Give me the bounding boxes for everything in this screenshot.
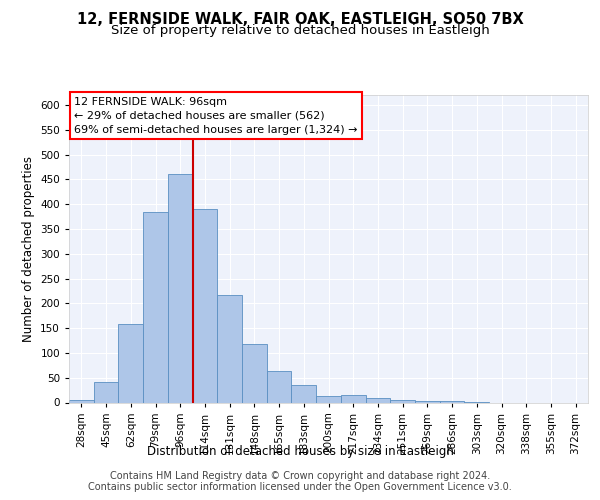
Bar bbox=[242, 344, 267, 403]
Bar bbox=[118, 324, 143, 402]
Bar bbox=[267, 372, 292, 402]
Text: 12 FERNSIDE WALK: 96sqm
← 29% of detached houses are smaller (562)
69% of semi-d: 12 FERNSIDE WALK: 96sqm ← 29% of detache… bbox=[74, 96, 358, 134]
Bar bbox=[415, 400, 440, 402]
Y-axis label: Number of detached properties: Number of detached properties bbox=[22, 156, 35, 342]
Text: 12, FERNSIDE WALK, FAIR OAK, EASTLEIGH, SO50 7BX: 12, FERNSIDE WALK, FAIR OAK, EASTLEIGH, … bbox=[77, 12, 523, 28]
Bar bbox=[94, 382, 118, 402]
Bar bbox=[390, 400, 415, 402]
Bar bbox=[193, 209, 217, 402]
Bar bbox=[341, 395, 365, 402]
Bar bbox=[217, 296, 242, 403]
Bar bbox=[143, 212, 168, 402]
Bar bbox=[440, 400, 464, 402]
Text: Size of property relative to detached houses in Eastleigh: Size of property relative to detached ho… bbox=[110, 24, 490, 37]
Bar bbox=[365, 398, 390, 402]
Text: Contains HM Land Registry data © Crown copyright and database right 2024.: Contains HM Land Registry data © Crown c… bbox=[110, 471, 490, 481]
Text: Distribution of detached houses by size in Eastleigh: Distribution of detached houses by size … bbox=[146, 444, 454, 458]
Bar bbox=[69, 400, 94, 402]
Bar bbox=[292, 385, 316, 402]
Bar bbox=[316, 396, 341, 402]
Bar bbox=[168, 174, 193, 402]
Text: Contains public sector information licensed under the Open Government Licence v3: Contains public sector information licen… bbox=[88, 482, 512, 492]
